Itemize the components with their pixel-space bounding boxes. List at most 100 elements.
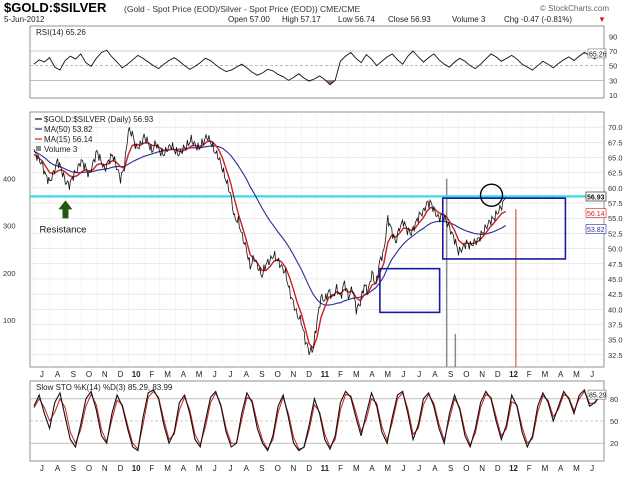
ma50-line [33,145,506,306]
volume-tick-label: 400 [3,175,16,184]
x-tick-label-price: S [71,370,76,379]
x-tick-label-sto: S [448,464,453,473]
x-tick-label-price: J [417,370,421,379]
highlight-box [441,197,567,260]
x-tick-label-sto: A [55,464,61,473]
x-tick-label-price: O [463,370,469,379]
chart-header: $GOLD:$SILVER (Gold - Spot Price (EOD)/S… [4,0,609,24]
rsi-panel-frame [29,25,605,99]
symbol-title: $GOLD:$SILVER [4,0,107,15]
x-tick-label-price: O [275,370,281,379]
sto-tick-label: 80 [610,395,618,404]
volume-label: Volume 3 [452,15,486,24]
x-tick-label-sto: F [149,464,154,473]
price-tick-label: 42.5 [608,290,623,299]
volume-tick-label: 100 [3,316,16,325]
price-tick-label: 57.5 [608,199,623,208]
volume-tick-label: 200 [3,269,16,278]
rsi-tick-label: 10 [609,91,617,100]
x-tick-label-price: S [448,370,453,379]
x-tick-label-price: M [384,370,391,379]
x-tick-label-sto: M [573,464,580,473]
x-tick-label-sto: J [213,464,217,473]
sto-last-value: 85.29 [589,393,607,400]
rsi-tick-label: 50 [609,62,617,71]
x-tick-label-price: N [291,370,297,379]
x-tick-label-price: D [118,370,124,379]
price-tick-label: 60.0 [608,184,623,193]
ma15-line [33,140,506,349]
volume-bar [515,209,517,367]
price-tick-label: 62.5 [608,169,623,178]
date-label: 5-Jun-2012 [4,15,45,24]
x-tick-label-price: F [338,370,343,379]
ma15-last-label: 56.14 [587,211,605,218]
x-tick-label-price: S [259,370,264,379]
x-tick-label-sto: A [181,464,187,473]
x-tick-label-sto: F [338,464,343,473]
price-tick-label: 47.5 [608,260,623,269]
rsi-last-value-box [587,48,607,59]
x-tick-label-price: N [102,370,108,379]
x-tick-label-sto: A [432,464,438,473]
price-tick-label: 40.0 [608,305,623,314]
x-tick-label-sto: M [353,464,360,473]
x-tick-label-price: A [369,370,375,379]
x-tick-label-price: A [181,370,187,379]
x-axis: JJAASSOONNDD1010FFMMAAMMJJJJAASSOONNDD11… [40,370,594,473]
x-tick-label-price: A [55,370,61,379]
x-tick-label-sto: J [40,464,44,473]
x-tick-label-sto: S [71,464,76,473]
close-label: Close 56.93 [388,15,431,24]
x-tick-label-price: 12 [509,370,518,379]
legend-ma15: MA(15) 56.14 [44,135,93,144]
rsi-panel: 10 30 50 70 90 65.26 [30,32,617,100]
x-tick-label-sto: 11 [321,464,330,473]
x-tick-label-price: J [213,370,217,379]
x-tick-label-price: N [479,370,485,379]
x-tick-label-price: J [229,370,233,379]
x-tick-label-sto: J [590,464,594,473]
x-tick-label-sto: N [479,464,485,473]
x-tick-label-price: M [542,370,549,379]
x-tick-label-sto: M [164,464,171,473]
legend-volume: Volume 3 [44,145,78,154]
rsi-tick-label: 70 [609,47,617,56]
volume-bar [445,178,448,367]
x-tick-label-sto: N [291,464,297,473]
resistance-annotation: Resistance [39,224,86,235]
x-tick-label-price: O [86,370,92,379]
ma50-last-label: 53.82 [587,227,605,234]
x-tick-label-sto: J [401,464,405,473]
highlight-circle [479,183,504,207]
price-line [33,127,507,356]
x-tick-label-price: A [244,370,250,379]
price-tick-label: 67.5 [608,138,623,147]
legend-price: $GOLD:$SILVER (Daily) 56.93 [44,115,154,124]
close-last-label-box [585,191,607,202]
highlight-box [379,267,441,314]
x-tick-label-sto: A [558,464,564,473]
x-tick-label-sto: O [463,464,469,473]
legend-swatch-volume [36,146,41,151]
x-tick-label-price: J [40,370,44,379]
x-tick-label-sto: 12 [509,464,518,473]
x-tick-label-price: M [573,370,580,379]
sto-tick-label: 50 [610,417,618,426]
sto-last-value-box [587,389,607,400]
price-tick-label: 32.5 [608,351,623,360]
sto-tick-label: 20 [610,439,618,448]
x-tick-label-price: D [306,370,312,379]
x-tick-label-price: J [590,370,594,379]
ma50-last-label-box [585,224,607,234]
price-tick-label: 55.0 [608,214,623,223]
x-tick-label-price: D [495,370,501,379]
price-legend: $GOLD:$SILVER (Daily) 56.93 MA(50) 53.82… [35,115,154,154]
x-tick-label-sto: D [306,464,312,473]
resistance-arrow-icon [58,200,73,219]
legend-ma50: MA(50) 53.82 [44,125,93,134]
open-label: Open 57.00 [228,15,270,24]
sto-k-line [33,388,601,452]
